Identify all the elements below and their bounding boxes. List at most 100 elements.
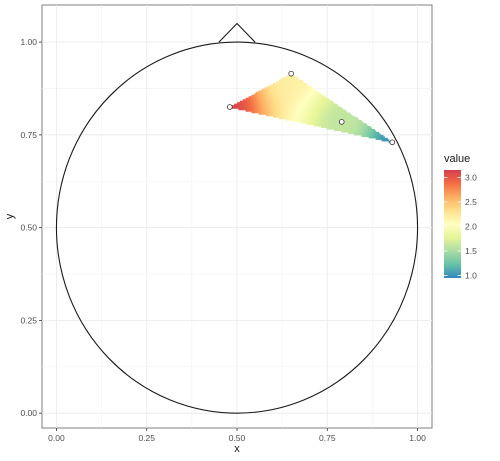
surface-cell (281, 114, 284, 117)
surface-cell (271, 102, 274, 105)
surface-cell (359, 130, 362, 133)
surface-cell (328, 125, 331, 129)
surface-cell (351, 120, 354, 123)
surface-cell (332, 120, 335, 123)
surface-cell (278, 91, 281, 94)
surface-cell (323, 109, 326, 112)
surface-cell (329, 100, 332, 103)
surface-cell (276, 115, 279, 118)
surface-cell (309, 122, 312, 126)
surface-cell (367, 128, 370, 132)
surface-cell (342, 111, 345, 114)
surface-cell (280, 114, 283, 117)
surface-cell (289, 102, 292, 105)
surface-cell (258, 100, 261, 103)
surface-cell (306, 112, 309, 115)
surface-cell (278, 102, 281, 105)
surface-cell (277, 96, 280, 99)
surface-cell (326, 103, 329, 106)
x-tick-label: 1.00 (409, 433, 426, 443)
surface-cell (268, 111, 271, 114)
surface-cell (294, 85, 297, 88)
surface-cell (299, 109, 302, 112)
surface-cell (343, 115, 346, 118)
surface-cell (336, 127, 339, 130)
surface-cell (287, 111, 290, 114)
surface-cell (349, 131, 352, 134)
surface-cell (267, 94, 270, 97)
surface-cell (313, 115, 316, 118)
surface-cell (274, 115, 277, 118)
surface-cell (303, 121, 306, 124)
surface-cell (281, 88, 284, 91)
surface-cell (239, 103, 242, 106)
surface-cell (358, 130, 361, 133)
surface-cell (326, 115, 329, 118)
surface-cell (319, 121, 322, 124)
surface-cell (267, 102, 270, 105)
surface-cell (315, 97, 318, 100)
surface-cell (323, 117, 326, 120)
surface-cell (381, 134, 384, 137)
surface-cell (293, 115, 296, 118)
surface-cell (333, 106, 336, 109)
surface-cell (380, 134, 383, 137)
surface-cell (300, 100, 303, 103)
surface-cell (284, 88, 287, 91)
surface-cell (322, 96, 325, 99)
surface-cell (278, 97, 281, 100)
surface-cell (316, 120, 319, 123)
surface-cell (320, 109, 323, 112)
surface-cell (306, 88, 309, 91)
surface-cell (339, 114, 342, 117)
surface-cell (317, 106, 320, 109)
surface-cell (385, 137, 388, 140)
surface-cell (284, 87, 287, 90)
surface-cell (330, 102, 333, 105)
surface-cell (274, 93, 277, 96)
surface-cell (326, 121, 329, 124)
surface-cell (258, 91, 261, 94)
surface-cell (341, 127, 344, 130)
surface-cell (315, 122, 318, 126)
surface-cell (290, 102, 293, 105)
surface-cell (328, 105, 331, 108)
surface-cell (248, 108, 251, 111)
surface-cell (280, 108, 283, 111)
surface-cell (320, 115, 323, 118)
surface-cell (339, 115, 342, 118)
surface-cell (296, 78, 299, 81)
surface-cell (317, 111, 320, 114)
surface-cell (302, 85, 305, 88)
surface-cell (313, 124, 316, 127)
surface-cell (284, 97, 287, 100)
surface-cell (329, 103, 332, 106)
surface-cell (278, 99, 281, 102)
surface-cell (309, 93, 312, 96)
head-outline (55, 22, 419, 414)
surface-cell (345, 112, 348, 115)
surface-cell (310, 114, 313, 117)
surface-cell (348, 131, 351, 134)
surface-cell (328, 109, 331, 112)
surface-cell (303, 120, 306, 123)
surface-cell (336, 108, 339, 111)
surface-cell (284, 106, 287, 109)
surface-cell (330, 114, 333, 117)
legend-colorbar (444, 170, 461, 278)
surface-cell (316, 106, 319, 109)
surface-cell (290, 91, 293, 94)
legend-tick-label: 2.0 (465, 221, 477, 231)
surface-cell (313, 93, 316, 96)
surface-cell (316, 102, 319, 105)
surface-cell (359, 127, 362, 130)
surface-cell (302, 108, 305, 111)
surface-cell (248, 97, 251, 100)
surface-cell (315, 99, 318, 102)
surface-cell (300, 120, 303, 123)
surface-cell (294, 115, 297, 118)
surface-cell (349, 117, 352, 120)
surface-cell (286, 81, 289, 84)
surface-cell (245, 97, 248, 100)
surface-cell (322, 115, 325, 118)
